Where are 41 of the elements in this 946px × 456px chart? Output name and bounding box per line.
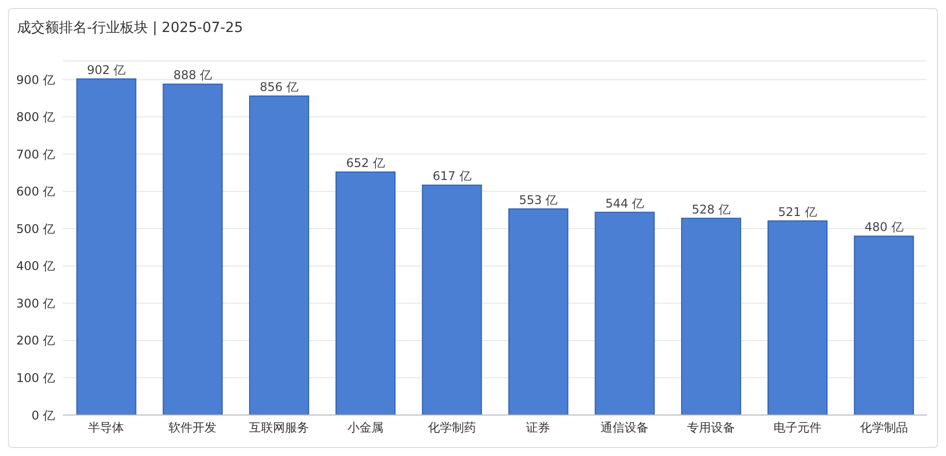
x-tick-label: 半导体	[88, 420, 124, 435]
data-label: 888 亿	[173, 68, 212, 82]
data-label: 553 亿	[518, 192, 558, 207]
y-tick-label: 500 亿	[16, 222, 55, 236]
y-tick-label: 200 亿	[16, 334, 55, 348]
y-tick-label: 400 亿	[16, 259, 55, 274]
data-label: 480 亿	[864, 220, 904, 234]
data-label: 902 亿	[86, 62, 126, 77]
bar	[508, 208, 568, 415]
bar	[76, 78, 136, 415]
data-label: 856 亿	[260, 80, 298, 94]
bar	[422, 184, 482, 415]
bar	[594, 212, 655, 415]
data-label: 617 亿	[432, 169, 472, 184]
y-tick-label: 800 亿	[16, 110, 55, 124]
y-tick-label: 100 亿	[16, 370, 55, 385]
y-tick-label: 700 亿	[16, 147, 55, 162]
x-tick-label: 小金属	[347, 420, 384, 435]
y-tick-label: 0 亿	[32, 408, 55, 422]
y-tick-label: 600 亿	[16, 184, 55, 199]
x-tick-label: 电子元件	[773, 420, 822, 435]
data-label: 528 亿	[692, 202, 730, 216]
data-label: 652 亿	[346, 156, 385, 170]
y-tick-label: 900 亿	[16, 72, 55, 87]
x-tick-label: 专用设备	[687, 420, 735, 435]
bar	[336, 172, 396, 415]
x-tick-label: 软件开发	[168, 420, 217, 435]
bar	[854, 236, 914, 415]
x-tick-label: 化学制品	[860, 420, 908, 435]
x-tick-label: 化学制药	[428, 420, 476, 435]
chart-title: 成交额排名-行业板块 | 2025-07-25	[17, 19, 244, 37]
x-tick-label: 互联网服务	[249, 420, 309, 435]
x-tick-label: 通信设备	[600, 420, 649, 435]
bar	[681, 218, 742, 415]
data-label: 544 亿	[605, 196, 644, 210]
bar	[162, 84, 223, 415]
data-label: 521 亿	[778, 204, 817, 219]
bar	[768, 220, 828, 415]
y-tick-label: 300 亿	[16, 296, 55, 310]
bar	[249, 96, 310, 415]
x-tick-label: 证券	[526, 420, 550, 435]
